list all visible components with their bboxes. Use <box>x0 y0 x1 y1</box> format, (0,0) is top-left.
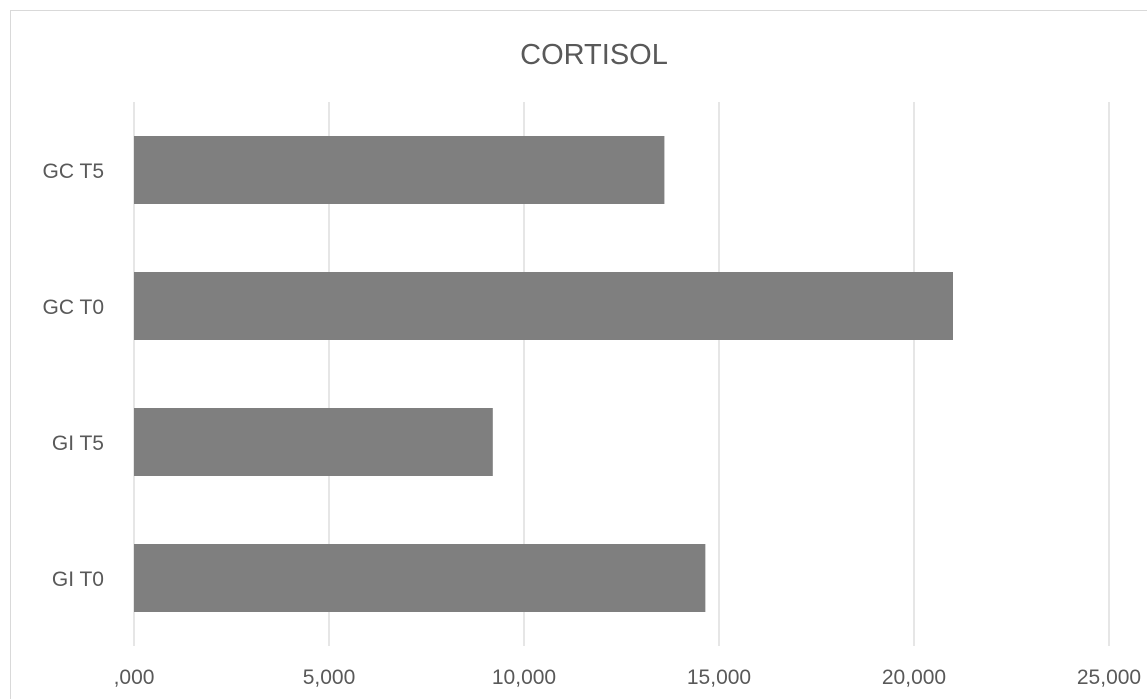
category-label: GC T0 <box>43 296 104 319</box>
x-tick-label: 10,000 <box>492 666 556 689</box>
category-label: GC T5 <box>43 160 104 183</box>
category-label: GI T0 <box>52 568 104 591</box>
bar-gi-t0 <box>134 544 706 612</box>
x-tick-label: 25,000 <box>1077 666 1141 689</box>
bar-gc-t0 <box>134 272 953 340</box>
chart-title: CORTISOL <box>520 39 668 71</box>
bar-gc-t5 <box>134 136 665 204</box>
category-labels: GI T0 GI T5 GC T0 GC T5 <box>43 160 104 591</box>
x-tick-label: 15,000 <box>687 666 751 689</box>
x-tick-label: 20,000 <box>882 666 946 689</box>
x-tick-label: ,000 <box>114 666 155 689</box>
bar-gi-t5 <box>134 408 493 476</box>
value-tick-labels: ,000 5,000 10,000 15,000 20,000 25,000 <box>114 666 1142 689</box>
category-label: GI T5 <box>52 432 104 455</box>
x-tick-label: 5,000 <box>303 666 356 689</box>
bars <box>134 136 953 612</box>
